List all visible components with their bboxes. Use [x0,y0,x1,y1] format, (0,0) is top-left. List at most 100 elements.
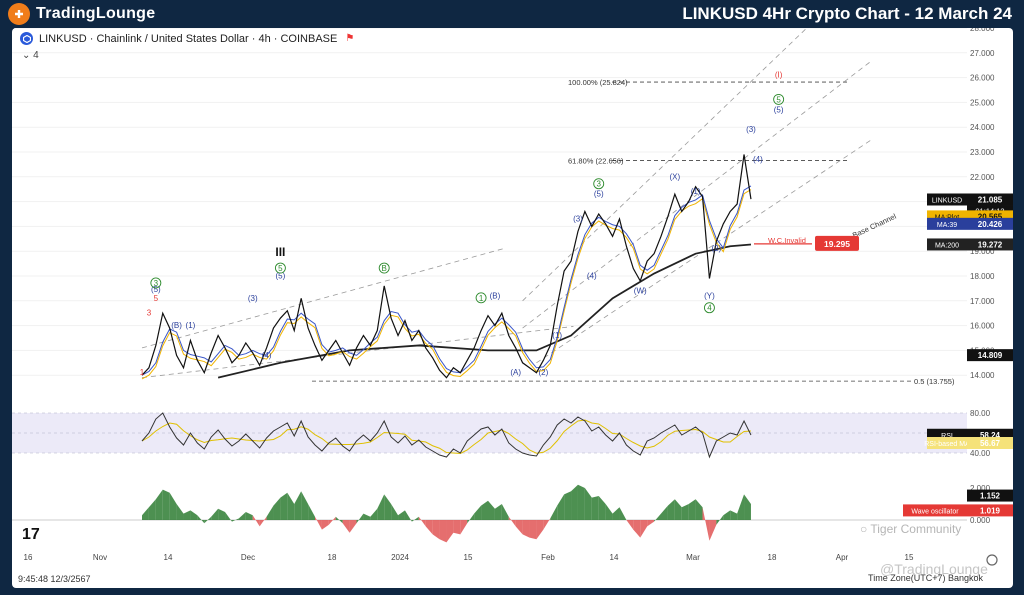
symbol-header: LINKUSD · Chainlink / United States Doll… [20,32,354,45]
wave-oscillator-bar [605,504,613,520]
wave-label-circle [150,277,162,289]
time-tick-label: Dec [241,553,255,562]
rsi-tick-label: 80.00 [970,409,991,418]
settings-gear-icon[interactable] [986,554,998,566]
wave-oscillator-bar [225,512,232,522]
channel-line [522,60,872,329]
wave-oscillator-bar [287,492,295,520]
wave-label: (2) [711,244,721,253]
top-banner: TradingLounge LINKUSD 4Hr Crypto Chart -… [0,0,1024,28]
channel-line [141,326,574,379]
wave-tick-label: 2.000 [970,484,991,493]
wave-oscillator-bar [640,520,648,538]
invalid-value-badge [815,235,859,251]
chainlink-icon [20,32,33,45]
wave-oscillator-bar [238,512,246,520]
wave-oscillator-bar [425,520,433,535]
wave-tick-label: 0.000 [970,516,991,525]
price-tag-label: MA:200 [935,242,959,249]
price-tick-label: 17.000 [970,297,995,306]
wave-label-circle [593,178,605,190]
wave-label: (2) [538,368,548,377]
wave-label: 1 [479,294,484,303]
wave-label: 3 [596,180,601,189]
rsi-line [141,412,752,459]
wave-label: III [275,245,285,259]
time-tick-label: 18 [328,553,337,562]
price-tag-value-bg [967,349,1013,362]
wave-oscillator-bar [356,513,364,524]
wave-oscillator-bar [453,520,461,535]
time-tick-label: Apr [836,553,849,562]
price-tag-value-bg [967,193,1013,206]
wave-oscillator-bar [321,520,329,530]
price-tag-label-bg [927,193,967,206]
rsi-ma-tag-label: RSI-based MA [924,441,970,448]
handle-watermark: @TradingLounge [880,561,988,577]
wave-label: (5) [151,285,161,294]
wave-oscillator-bar [418,516,426,527]
symbol-title[interactable]: LINKUSD · Chainlink / United States Doll… [39,32,338,45]
wave-oscillator-bar [363,513,371,520]
wave-oscillator-bar [744,494,751,520]
wave-label: (I) [775,71,783,80]
wave-label: (4) [587,271,597,280]
wave-oscillator-bar [294,491,302,520]
logo-mark-icon [8,3,30,25]
wave-oscillator-bar [508,516,516,527]
wave-label: B [382,264,387,273]
rsi-ma-tag-value-bg [967,437,1013,449]
wave-label: 3 [154,279,159,288]
fib-level-label: 61.80% (22.656) [568,156,624,165]
wave-oscillator-bar [460,520,468,535]
price-tag-label-bg [927,217,967,230]
wave-label-circle [773,93,785,105]
wave-oscillator-bar [591,496,599,520]
wave-oscillator-bar [204,516,212,524]
wave-oscillator-bar [626,520,634,530]
rsi-ma-line [141,419,751,455]
wave-label: (5) [774,105,784,114]
wave-value-bg [967,489,1013,502]
price-tick-label: 18.000 [970,272,995,281]
wave-oscillator-bar [688,499,696,520]
tradinglounge-logo: TradingLounge [8,3,155,25]
wave-label: 5 [776,95,781,104]
wave-oscillator-bar [598,496,606,520]
wave-label: 1 [140,368,145,377]
price-tick-label: 28.000 [970,28,995,33]
wave-label-value-text: 1.019 [980,506,1001,515]
time-tick-label: 18 [768,553,777,562]
wave-oscillator-bar [370,508,378,520]
wave-oscillator-bar [494,504,502,520]
price-tag-value: 19.272 [978,240,1003,249]
chart-canvas[interactable]: 28.000 27.000 26.000 25.000 24.000 23.000 22.0… [12,28,1013,588]
banner-title: LINKUSD 4Hr Crypto Chart - 12 March 24 [682,4,1012,23]
wave-oscillator-bar [211,508,219,520]
wave-oscillator-bar [231,518,239,522]
wave-oscillator-bar [266,505,274,520]
time-tick-label: Mar [686,553,700,562]
price-tick-label: 27.000 [970,49,995,58]
wave-oscillator-bar [301,491,309,520]
wave-oscillator-bar [647,520,655,527]
flag-icon[interactable]: ⚑ [345,33,355,44]
wave-label-circle [703,302,715,314]
wave-oscillator-bar [155,489,163,520]
wave-oscillator-bar [315,516,322,530]
indicator-legend-toggle[interactable]: ⌄ 4 [22,50,39,61]
wave-oscillator-bar [661,505,668,520]
time-tick-label: 15 [905,553,914,562]
price-tick-label: 22.000 [970,173,995,182]
wave-oscillator-bar [404,510,412,522]
community-watermark-text: Tiger Community [870,522,962,536]
price-tick-label: 16.000 [970,322,995,331]
rsi-tick-label: 40.00 [970,449,991,458]
wave-label-circle [378,262,390,274]
price-tag-value: 20.565 [978,212,1003,221]
community-watermark: ○ Tiger Community [860,522,961,536]
wave-oscillator-bar [564,491,572,520]
price-tag-value: 20.426 [978,220,1003,229]
timezone-label[interactable]: Time Zone(UTC+7) Bangkok [868,573,983,583]
rsi-ma-tag-label-bg [927,437,967,449]
